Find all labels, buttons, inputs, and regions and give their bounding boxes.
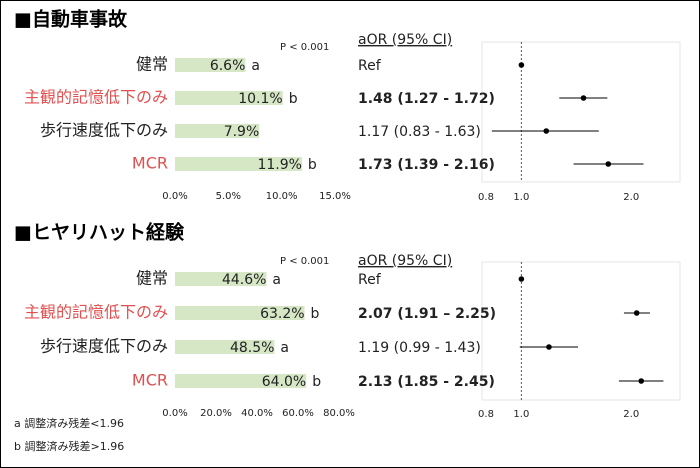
estimate-label: 2.07 (1.91 – 2.25) [358, 306, 496, 322]
point [633, 310, 640, 316]
estimate-label: 1.48 (1.27 - 1.72) [358, 91, 495, 107]
category-label: 歩行速度低下のみ [40, 121, 168, 140]
bar [175, 58, 246, 72]
x-tick-label: 0.8 [478, 409, 494, 420]
point [543, 128, 550, 134]
x-tick-label: 2.0 [623, 192, 639, 203]
estimate-label: 1.73 (1.39 - 2.16) [358, 157, 495, 173]
category-label: MCR [132, 154, 168, 173]
letter: b [311, 306, 320, 322]
category-label: MCR [132, 371, 168, 390]
column-header: aOR (95% CI) [358, 32, 452, 48]
bar [175, 272, 267, 286]
point [638, 378, 645, 384]
x-tick-label: 0.8 [478, 192, 494, 203]
point [605, 161, 612, 167]
letter: b [312, 374, 321, 390]
bar [175, 374, 307, 388]
bar [175, 124, 260, 138]
point [518, 276, 525, 282]
letter: a [272, 272, 281, 288]
value-label: 48.5% [230, 340, 274, 356]
panel-title: ■ヒヤリハット経験 [14, 221, 185, 244]
category-label: 主観的記憶低下のみ [24, 88, 168, 107]
value-label: 6.6% [210, 58, 246, 74]
x-tick-label: 40.0% [241, 408, 273, 419]
letter: b [308, 157, 317, 173]
value-label: 64.0% [262, 374, 306, 390]
estimate-label: Ref [358, 58, 382, 74]
column-header: aOR (95% CI) [358, 253, 452, 269]
bar [175, 340, 275, 354]
point [546, 344, 552, 350]
x-tick-label: 15.0% [319, 191, 351, 202]
point [518, 62, 525, 68]
value-label: 63.2% [260, 306, 304, 322]
x-tick-label: 5.0% [216, 191, 241, 202]
x-tick-label: 0.0% [162, 191, 187, 202]
category-label: 健常 [136, 55, 168, 74]
category-label: 健常 [136, 269, 168, 288]
estimate-label: 1.17 (0.83 - 1.63) [358, 124, 481, 140]
footnote: a 調整済み残差<1.96 [14, 416, 124, 430]
category-label: 主観的記憶低下のみ [24, 303, 168, 322]
bar [175, 306, 305, 320]
x-tick-label: 60.0% [282, 408, 314, 419]
x-tick-label: 10.0% [266, 191, 298, 202]
plot-box [481, 261, 681, 401]
x-tick-label: 1.0 [513, 192, 529, 203]
estimate-label: 1.19 (0.99 - 1.43) [358, 340, 481, 356]
x-tick-label: 20.0% [200, 408, 232, 419]
bar [175, 91, 283, 105]
annotation: P < 0.001 [280, 42, 329, 53]
x-tick-label: 0.0% [162, 408, 187, 419]
value-label: 7.9% [224, 124, 260, 140]
letter: b [289, 91, 298, 107]
point [580, 95, 587, 101]
estimate-label: Ref [358, 272, 382, 288]
annotation: P < 0.001 [280, 256, 329, 267]
x-tick-label: 2.0 [623, 409, 639, 420]
category-label: 歩行速度低下のみ [40, 337, 168, 356]
panel-title: ■自動車事故 [14, 8, 128, 31]
footnote: b 調整済み残差>1.96 [14, 439, 124, 453]
plot-box [481, 41, 681, 183]
value-label: 44.6% [222, 272, 266, 288]
estimate-label: 2.13 (1.85 - 2.45) [358, 374, 495, 390]
x-tick-label: 80.0% [323, 408, 355, 419]
value-label: 10.1% [238, 91, 282, 107]
x-tick-label: 1.0 [513, 409, 529, 420]
value-label: 11.9% [257, 157, 301, 173]
bar [175, 157, 302, 171]
letter: a [280, 340, 289, 356]
letter: a [251, 58, 260, 74]
